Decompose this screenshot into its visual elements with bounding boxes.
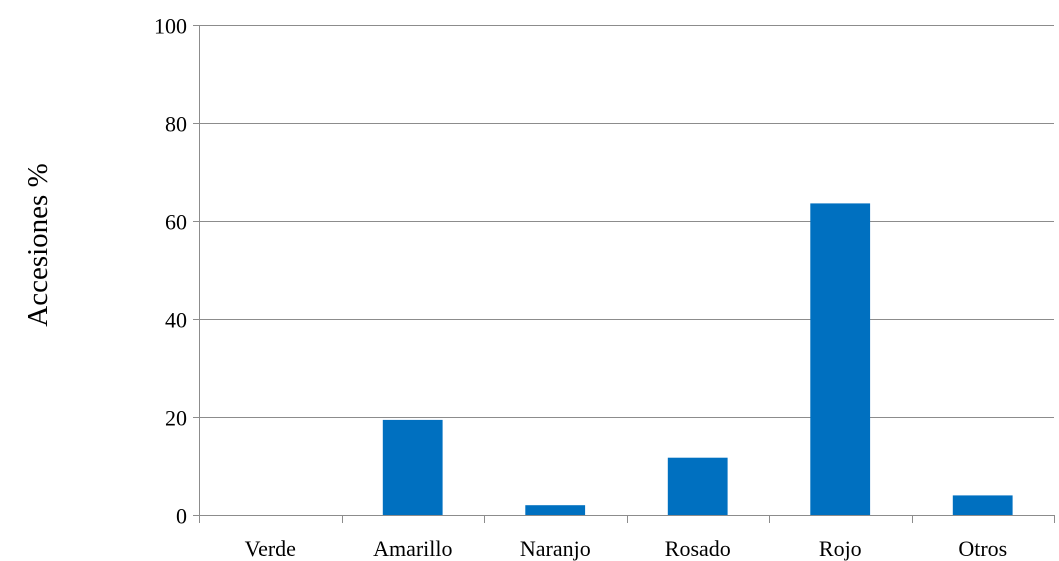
x-tick-label-amarillo: Amarillo <box>373 536 452 561</box>
bar-rosado <box>667 457 728 515</box>
bar-naranjo <box>525 505 586 515</box>
x-tick-label-verde: Verde <box>245 536 296 561</box>
y-tick-label: 80 <box>165 112 187 137</box>
gridlines <box>199 25 1054 418</box>
x-tick-label-rosado: Rosado <box>665 536 731 561</box>
axes <box>193 25 1055 523</box>
bars <box>382 203 1013 515</box>
bar-rojo <box>810 203 871 515</box>
x-tick-label-rojo: Rojo <box>819 536 862 561</box>
x-tick-label-naranjo: Naranjo <box>520 536 591 561</box>
bar-amarillo <box>382 419 443 515</box>
y-tick-labels: 0 20 40 60 80 100 <box>154 14 187 529</box>
y-tick-label: 0 <box>176 504 187 529</box>
y-axis-title: Accesiones % <box>22 163 54 326</box>
y-tick-label: 20 <box>165 406 187 431</box>
x-tick-label-otros: Otros <box>958 536 1007 561</box>
y-tick-label: 40 <box>165 308 187 333</box>
x-tick-labels: Verde Amarillo Naranjo Rosado Rojo Otros <box>245 536 1008 561</box>
y-tick-label: 100 <box>154 14 187 39</box>
bar-otros <box>952 495 1013 515</box>
y-tick-label: 60 <box>165 210 187 235</box>
